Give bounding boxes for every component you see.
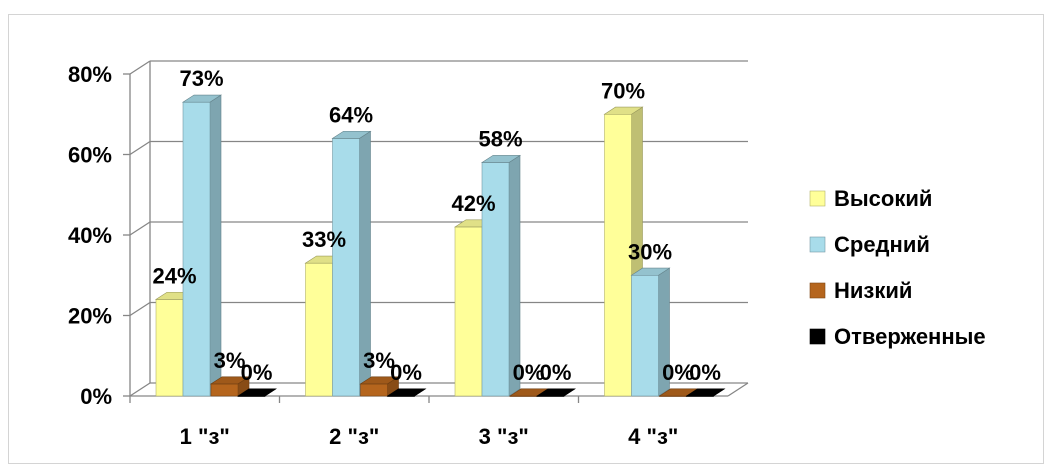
legend-label: Высокий [834, 186, 932, 211]
bar-front [210, 383, 239, 397]
bar-top [181, 94, 223, 103]
bar-top [630, 267, 671, 276]
bar-top [331, 130, 372, 139]
x-category-label: 3 "з" [479, 424, 529, 449]
data-label: 0% [662, 360, 694, 385]
bar-front [155, 299, 184, 397]
x-category-label: 4 "з" [628, 424, 678, 449]
data-label: 30% [628, 239, 672, 264]
bars [154, 94, 726, 397]
bar-top [685, 388, 726, 397]
grid-diagonal [129, 140, 151, 156]
bar-top [359, 376, 400, 385]
axes: 0% 20% 40% 60% 80% 1 "з" 2 "з" 3 "з" 4 "з" [68, 62, 749, 449]
data-label: 33% [302, 227, 346, 252]
bar [359, 376, 400, 397]
bar [386, 388, 427, 397]
bar-top [480, 155, 522, 163]
bar [331, 130, 372, 397]
legend-label: Отверженные [834, 324, 986, 349]
bar-top [603, 106, 644, 115]
bar [480, 154, 522, 397]
data-label: 24% [152, 263, 196, 288]
bar [685, 388, 726, 397]
data-label: 3% [363, 348, 395, 373]
bar-front [631, 274, 659, 397]
y-tick-label: 60% [68, 143, 112, 168]
x-category-label: 2 "з" [329, 424, 379, 449]
legend-swatch [809, 190, 826, 207]
data-label: 0% [540, 360, 572, 385]
data-label: 3% [214, 348, 246, 373]
data-label: 0% [689, 360, 721, 385]
x-category-label: 1 "з" [180, 424, 230, 449]
y-tick-label: 0% [80, 384, 112, 409]
bar [535, 388, 577, 397]
legend-swatch [809, 328, 826, 345]
data-label: 0% [241, 360, 273, 385]
bar [209, 376, 251, 397]
bar [236, 388, 278, 397]
grid-diagonal [129, 301, 151, 317]
legend-swatch [809, 282, 826, 299]
data-labels: 24%73%3%0%33%64%3%0%42%58%0%0%70%30%0%0% [152, 66, 720, 385]
grid-diagonal [129, 60, 151, 75]
floor-edge [727, 382, 749, 397]
legend: Высокий Средний Низкий Отверженные [809, 186, 986, 349]
data-label: 0% [513, 360, 545, 385]
data-label: 42% [451, 191, 495, 216]
legend-label: Средний [834, 232, 930, 257]
bar-top [535, 388, 577, 397]
bar-front [604, 113, 632, 397]
bar [181, 94, 223, 397]
data-label: 64% [329, 102, 373, 127]
chart-frame [8, 14, 1044, 464]
data-label: 0% [390, 360, 422, 385]
bar-front [182, 101, 211, 397]
bar-front [454, 226, 483, 397]
legend-label: Низкий [834, 278, 912, 303]
bar-front [360, 383, 388, 397]
legend-swatch [809, 236, 826, 253]
bar-top [236, 388, 278, 397]
bar-front [305, 262, 333, 397]
bar [630, 267, 671, 397]
bar-top [386, 388, 427, 397]
y-tick-label: 20% [68, 304, 112, 329]
grid-diagonal [129, 221, 151, 236]
data-label: 73% [179, 66, 223, 91]
y-tick-label: 80% [68, 62, 112, 87]
data-label: 70% [601, 78, 645, 103]
grid-diagonal [129, 382, 151, 397]
bar-top [209, 376, 251, 385]
bar-front [332, 138, 360, 397]
y-tick-label: 40% [68, 223, 112, 248]
data-label: 58% [478, 127, 522, 152]
bar-front [481, 162, 510, 397]
